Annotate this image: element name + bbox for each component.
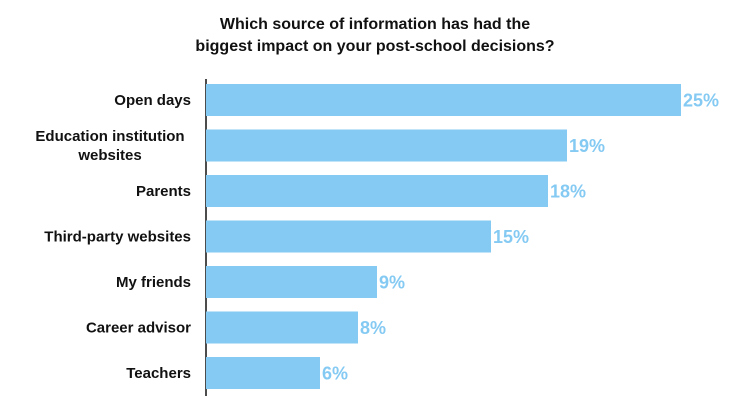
category-label: Education institution websites — [35, 128, 184, 164]
bar-value-label: 15% — [493, 227, 529, 247]
bar — [206, 311, 358, 344]
bar-value-label: 19% — [569, 136, 605, 156]
category-label: My friends — [116, 274, 191, 291]
chart-title: Which source of information has had the … — [195, 16, 555, 55]
bar — [206, 357, 320, 389]
bar-value-label: 8% — [360, 318, 386, 338]
bar — [206, 129, 567, 162]
bar-value-label: 6% — [322, 364, 348, 384]
bar — [206, 84, 681, 116]
category-label: Open days — [114, 92, 191, 109]
bar-value-label: 9% — [379, 273, 405, 293]
bar — [206, 175, 548, 207]
category-label: Parents — [136, 183, 191, 200]
category-label: Third-party websites — [44, 229, 191, 246]
category-label: Teachers — [126, 365, 191, 382]
bar — [206, 266, 377, 298]
bar-value-label: 25% — [683, 91, 719, 111]
bar-value-label: 18% — [550, 182, 586, 202]
bar — [206, 220, 491, 253]
category-label: Career advisor — [86, 320, 191, 337]
